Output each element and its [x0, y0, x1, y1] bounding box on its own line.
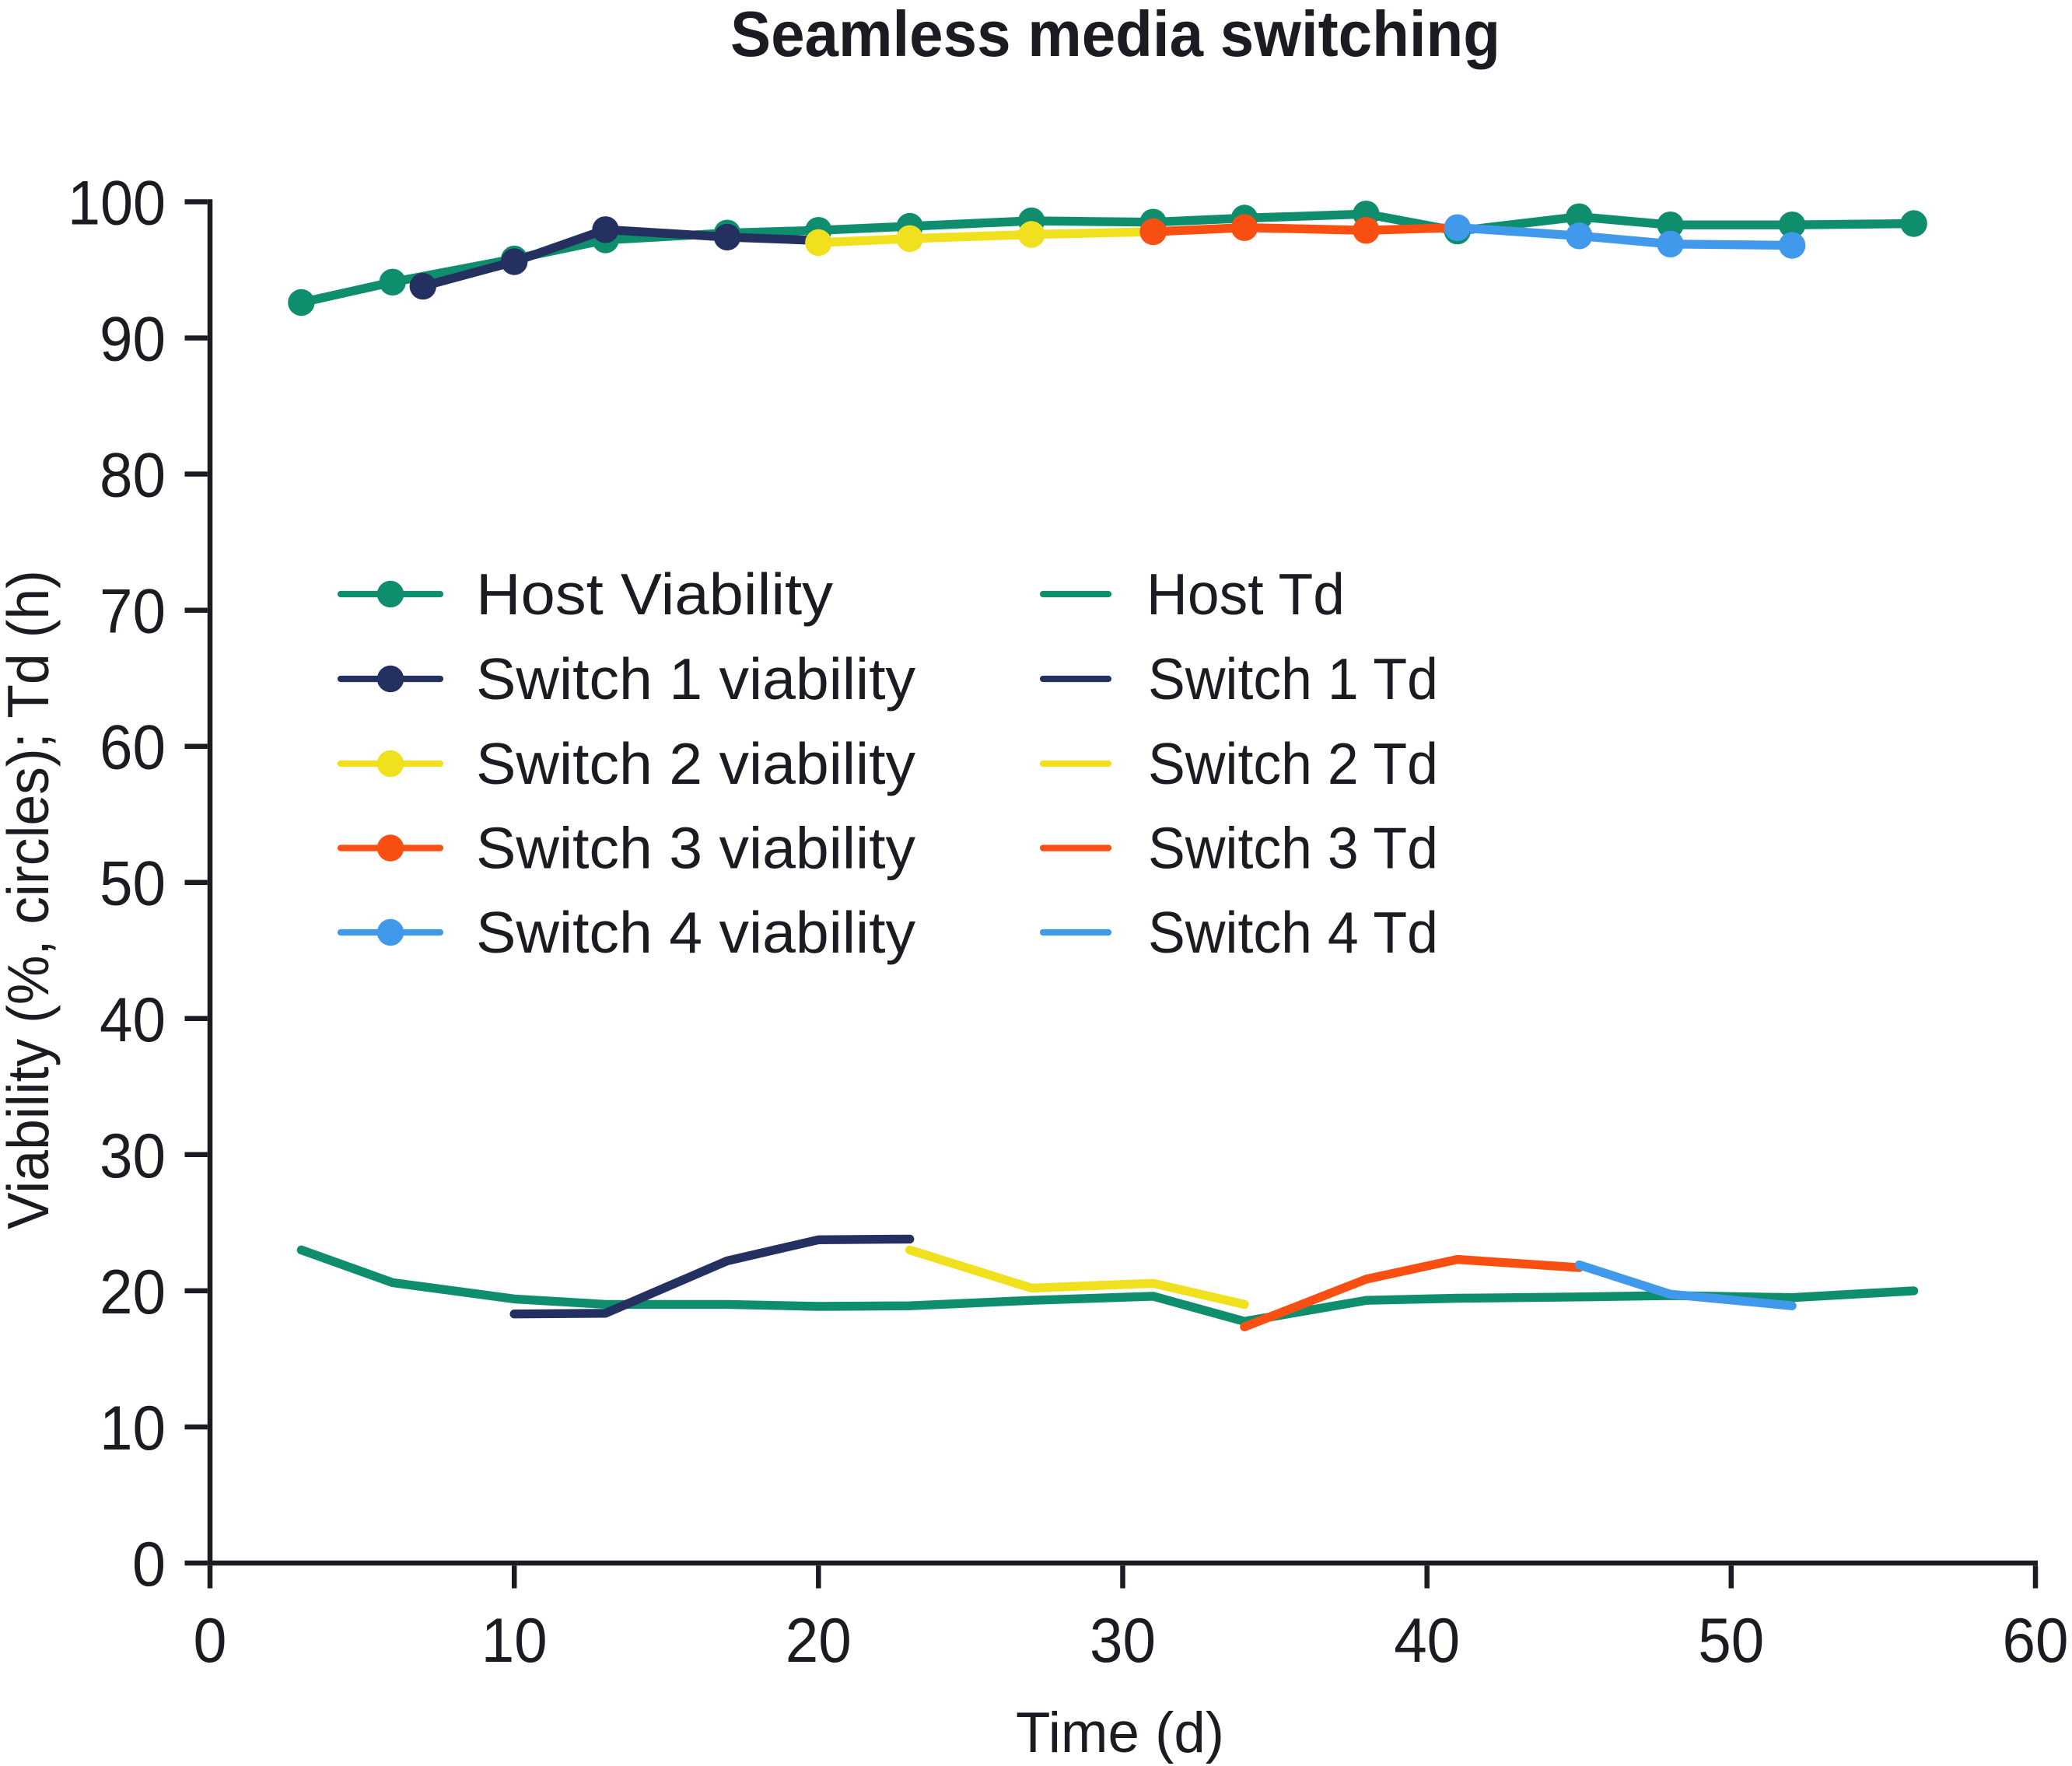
svg-text:Switch 3 Td: Switch 3 Td — [1148, 816, 1438, 881]
svg-text:Switch 2 Td: Switch 2 Td — [1148, 731, 1438, 796]
svg-text:50: 50 — [1698, 1606, 1764, 1676]
svg-text:10: 10 — [100, 1394, 166, 1464]
svg-text:10: 10 — [481, 1606, 548, 1676]
svg-text:Time (d): Time (d) — [1016, 1701, 1224, 1764]
svg-text:80: 80 — [100, 441, 166, 511]
svg-text:Host Viability: Host Viability — [476, 561, 834, 627]
svg-text:40: 40 — [1394, 1606, 1460, 1676]
svg-text:0: 0 — [132, 1530, 166, 1600]
svg-text:50: 50 — [100, 849, 166, 919]
svg-text:20: 20 — [786, 1606, 852, 1676]
svg-text:30: 30 — [100, 1121, 166, 1191]
svg-text:90: 90 — [100, 305, 166, 375]
svg-text:60: 60 — [2003, 1606, 2069, 1676]
svg-text:Switch 3 viability: Switch 3 viability — [476, 816, 916, 881]
svg-text:Seamless media switching: Seamless media switching — [730, 0, 1500, 70]
svg-text:Switch 2 viability: Switch 2 viability — [476, 731, 916, 796]
svg-text:Viability (%, circles); Td (h): Viability (%, circles); Td (h) — [0, 570, 61, 1229]
svg-text:20: 20 — [100, 1257, 166, 1327]
svg-text:70: 70 — [100, 577, 166, 647]
svg-text:Switch 1 viability: Switch 1 viability — [476, 646, 916, 712]
svg-text:Switch 4 Td: Switch 4 Td — [1148, 900, 1438, 965]
svg-text:100: 100 — [68, 169, 166, 239]
svg-text:Switch 1 Td: Switch 1 Td — [1148, 646, 1438, 712]
svg-text:0: 0 — [194, 1606, 227, 1676]
svg-text:Host Td: Host Td — [1146, 561, 1345, 627]
svg-text:30: 30 — [1090, 1606, 1156, 1676]
svg-text:60: 60 — [100, 713, 166, 783]
svg-text:40: 40 — [100, 985, 166, 1055]
svg-text:Switch 4 viability: Switch 4 viability — [476, 900, 916, 965]
